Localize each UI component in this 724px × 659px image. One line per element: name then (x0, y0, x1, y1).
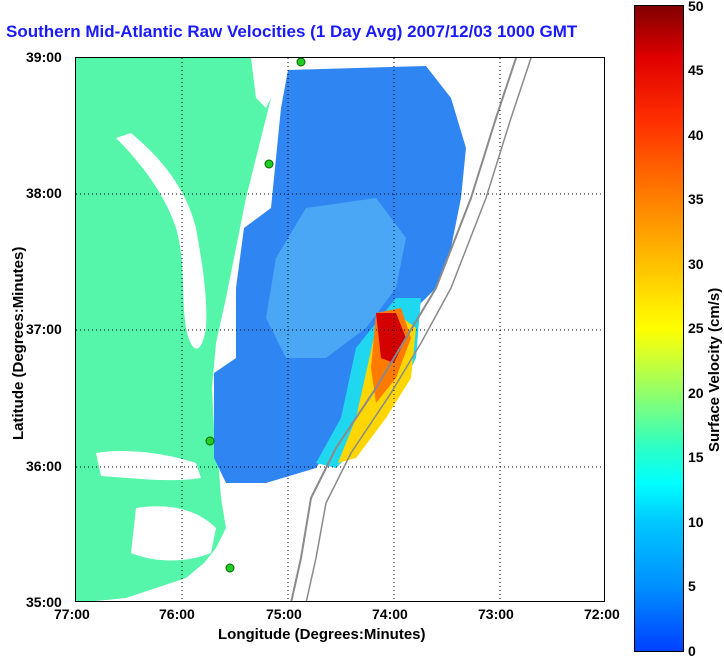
y-axis-label: Latitude (Degrees:Minutes) (10, 246, 27, 440)
isobath-contour-2 (305, 58, 532, 601)
map-title: Southern Mid-Atlantic Raw Velocities (1 … (6, 22, 578, 41)
y-tick-35: 35:00 (26, 594, 62, 610)
delaware-bay (251, 58, 281, 108)
x-tick-76: 76:00 (159, 606, 195, 622)
cb-tick-40: 40 (688, 127, 704, 143)
isobath-contour (290, 58, 517, 601)
map-svg (76, 58, 604, 601)
y-tick-37: 37:00 (26, 321, 62, 337)
cb-tick-45: 45 (688, 62, 704, 78)
y-tick-39: 39:00 (26, 49, 62, 65)
y-tick-38: 38:00 (26, 185, 62, 201)
x-tick-77: 77:00 (54, 606, 90, 622)
cb-tick-0: 0 (688, 643, 696, 659)
pamlico-sound (131, 506, 216, 561)
x-tick-73: 73:00 (478, 606, 514, 622)
cb-tick-20: 20 (688, 385, 704, 401)
y-tick-36: 36:00 (26, 458, 62, 474)
map-area[interactable] (75, 57, 605, 602)
x-tick-74: 74:00 (372, 606, 408, 622)
colorbar (634, 5, 684, 652)
x-axis-label: Longitude (Degrees:Minutes) (218, 626, 426, 643)
x-tick-75: 75:00 (266, 606, 302, 622)
x-tick-72: 72:00 (584, 606, 620, 622)
cb-tick-50: 50 (688, 0, 704, 14)
colorbar-label: Surface Velocity (cm/s) (706, 287, 723, 452)
velocity-field-light (266, 198, 406, 358)
station-markers (205, 58, 306, 573)
cb-tick-10: 10 (688, 514, 704, 530)
cb-tick-5: 5 (688, 578, 696, 594)
chesapeake-bay (116, 133, 207, 349)
albemarle-sound (96, 451, 201, 481)
cb-tick-25: 25 (688, 320, 704, 336)
cb-tick-30: 30 (688, 256, 704, 272)
grid-lines (76, 58, 604, 601)
cb-tick-35: 35 (688, 191, 704, 207)
cb-tick-15: 15 (688, 449, 704, 465)
